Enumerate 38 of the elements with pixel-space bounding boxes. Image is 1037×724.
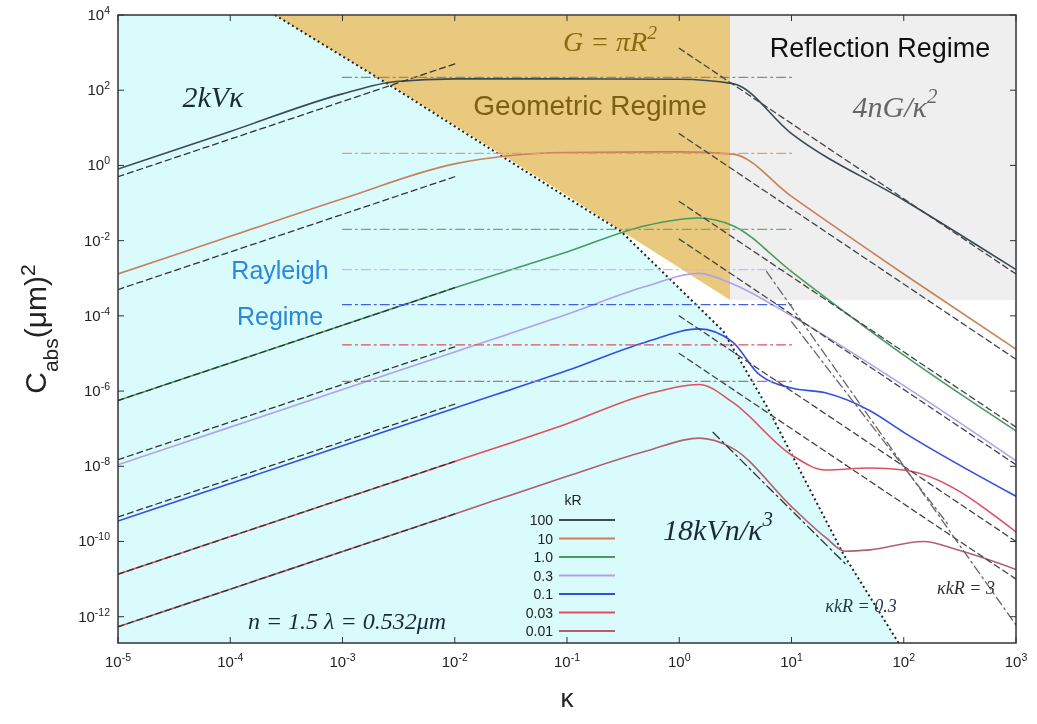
- annotation: 4nG/κ$^{2}$: [852, 83, 938, 123]
- annotation: n = 1.5 λ = 0.532μm: [247, 607, 447, 634]
- annotation: κkR = 0.3: [825, 596, 897, 617]
- x-tick-label: 10$^{-5}$: [104, 651, 132, 670]
- legend-label: 0.01: [525, 623, 554, 639]
- y-tick-label: 10$^{2}$: [87, 79, 111, 99]
- x-tick-label: 10$^{-4}$: [217, 651, 244, 670]
- legend-label: 100: [529, 512, 554, 528]
- annotation: G = πR$^{2}$: [562, 22, 658, 58]
- x-tick-label: 10$^{-1}$: [553, 651, 581, 670]
- x-tick-label: 10$^{-2}$: [441, 651, 468, 670]
- annotation: κkR = 3: [937, 578, 995, 599]
- y-tick-label: 10$^{-8}$: [83, 455, 111, 475]
- y-tick-label: 10$^{0}$: [87, 154, 111, 174]
- x-tick-label: 10$^{0}$: [667, 651, 691, 670]
- legend-label: 1.0: [533, 549, 554, 565]
- legend-label: 0.3: [533, 567, 554, 584]
- x-tick-label: 10$^{-3}$: [329, 651, 356, 670]
- legend-label: 0.03: [525, 604, 554, 621]
- legend-label: 0.1: [533, 586, 554, 602]
- annotation: 2kVκ: [182, 79, 245, 113]
- annotation: Geometric Regime: [473, 90, 707, 122]
- x-axis-title: κ: [560, 683, 575, 713]
- y-tick-label: 10$^{-12}$: [78, 605, 111, 625]
- y-tick-label: 10$^{4}$: [87, 4, 111, 23]
- annotation: 18kVn/κ$^{3}$: [663, 506, 773, 546]
- x-tick-label: 10$^{2}$: [892, 651, 916, 670]
- legend-title: kR: [564, 492, 582, 508]
- annotation: Reflection Regime: [769, 33, 991, 64]
- x-tick-label: 10$^{1}$: [780, 651, 803, 670]
- y-tick-label: 10$^{-10}$: [78, 530, 111, 550]
- y-tick-label: 10$^{-4}$: [83, 304, 111, 324]
- y-tick-label: 10$^{-6}$: [83, 380, 111, 400]
- annotation: Regime: [236, 301, 324, 330]
- y-tick-label: 10$^{-2}$: [83, 229, 111, 249]
- legend-label: 10: [537, 530, 554, 547]
- x-tick-label: 10$^{3}$: [1004, 651, 1028, 670]
- annotation: Rayleigh: [231, 255, 329, 284]
